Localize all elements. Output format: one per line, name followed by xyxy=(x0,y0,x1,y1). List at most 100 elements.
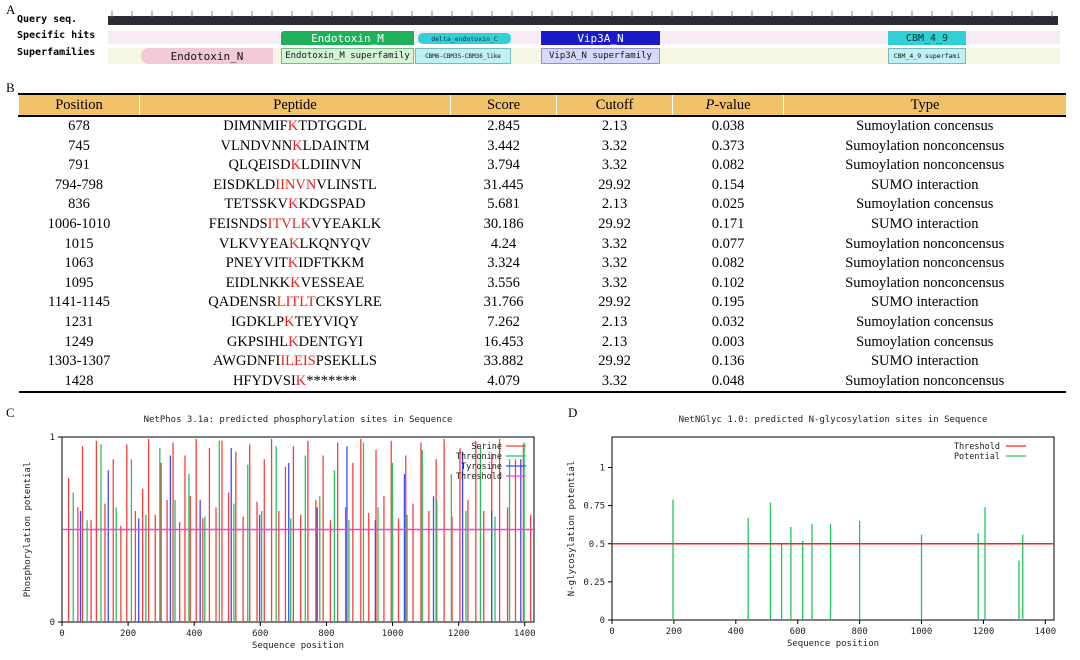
panel-label-c: C xyxy=(6,405,15,420)
peptide-highlight: K xyxy=(288,333,299,350)
cell-score: 5.681 xyxy=(487,196,520,213)
peptide-segment: CKSYLRE xyxy=(315,294,382,311)
row-label-super: Superfamilies xyxy=(17,47,96,58)
superfamily-cbm-4-9[interactable]: CBM_4_9 superfami xyxy=(888,48,966,64)
sumoylation-table: Position Peptide Score Cutoff P-value Ty… xyxy=(18,93,1067,394)
col-cutoff: Cutoff xyxy=(556,93,673,117)
peptide-segment: GKPSIHL xyxy=(226,333,289,350)
cell-position: 791 xyxy=(68,157,90,174)
cell-score: 7.262 xyxy=(487,313,520,330)
cell-pvalue: 0.082 xyxy=(711,157,745,174)
peptide-segment: QADENSR xyxy=(208,294,277,311)
cell-position: 794-798 xyxy=(54,176,104,193)
cell-type: Sumoylation nonconcensus xyxy=(845,157,1005,174)
cell-pvalue: 0.102 xyxy=(711,274,745,291)
col-score: Score xyxy=(450,93,557,117)
x-tick-label: 1200 xyxy=(448,629,470,639)
cell-pvalue: 0.136 xyxy=(711,353,745,370)
x-tick-label: 1000 xyxy=(382,629,404,639)
y-axis-label: Phosphorylation potential xyxy=(23,462,33,597)
cell-pvalue: 0.038 xyxy=(711,118,745,134)
y-tick-label: 0.25 xyxy=(583,578,605,588)
cell-peptide: QLQEISDKLDIINVN xyxy=(140,156,451,176)
superfamily-endotoxin-m[interactable]: Endotoxin_M superfamily xyxy=(281,48,414,64)
peptide-segment: VESSEAE xyxy=(300,274,365,291)
cell-cutoff: 3.32 xyxy=(601,157,628,174)
hit-delta-endotoxin-c[interactable]: delta_endotoxin_C xyxy=(418,33,511,44)
cell-cutoff: 3.32 xyxy=(601,274,628,291)
cell-cutoff: 3.32 xyxy=(601,235,628,252)
peptide-segment: KDGSPAD xyxy=(298,196,366,213)
cell-cutoff: 29.92 xyxy=(598,294,631,311)
peptide-segment: QLQEISD xyxy=(228,157,291,174)
cell-score: 16.453 xyxy=(483,333,524,350)
cell-type: Sumoylation concensus xyxy=(856,333,994,350)
cell-type: Sumoylation nonconcensus xyxy=(783,371,1066,394)
table-row: 1428 HFYDVSIK******* 4.079 3.32 0.048 Sumoyla… xyxy=(18,371,1066,394)
cell-peptide: QADENSRLITLTCKSYLRE xyxy=(140,293,451,313)
cell-score: 2.845 xyxy=(487,118,520,134)
hit-endotoxin-m[interactable]: Endotoxin_M xyxy=(281,31,414,45)
cell-cutoff: 3.32 xyxy=(601,255,628,272)
cell-position: 1063 xyxy=(64,255,94,272)
peptide-highlight: K xyxy=(290,157,302,174)
cell-score: 3.794 xyxy=(487,157,520,174)
cell-position: 1231 xyxy=(64,313,94,330)
cell-position: 1249 xyxy=(64,333,94,350)
x-tick-label: 800 xyxy=(318,629,334,639)
x-tick-label: 0 xyxy=(59,629,64,639)
cell-pvalue: 0.373 xyxy=(711,137,745,154)
peptide-segment: TEYVIQY xyxy=(294,313,360,330)
cell-cutoff: 2.13 xyxy=(601,118,628,134)
cell-position: 1303-1307 xyxy=(47,353,111,370)
cell-peptide: TETSSKVKKDGSPAD xyxy=(140,195,451,215)
peptide-segment: PNEYVIT xyxy=(225,255,288,272)
peptide-highlight: K xyxy=(288,235,300,252)
cell-type: Sumoylation concensus xyxy=(856,196,994,213)
cell-type: Sumoylation concensus xyxy=(856,313,994,330)
peptide-segment: TDTGGDL xyxy=(298,118,367,134)
peptide-highlight: LITLT xyxy=(276,294,316,311)
cell-type: SUMO interaction xyxy=(870,176,979,193)
y-tick-label: 0 xyxy=(600,616,605,626)
table-row: 1063 PNEYVITKIDFTKKM 3.324 3.32 0.082 Sumoyla… xyxy=(19,254,1067,274)
hit-cbm-4-9[interactable]: CBM_4_9 xyxy=(888,31,966,45)
legend-label: Serine xyxy=(471,442,502,452)
peptide-segment: AWGDNFI xyxy=(213,353,281,370)
col-pvalue: P-value xyxy=(672,93,784,117)
netphos-svg: NetPhos 3.1a: predicted phosphorylation … xyxy=(23,415,536,651)
panel-label-a: A xyxy=(6,2,16,17)
cell-cutoff: 3.32 xyxy=(601,137,628,154)
peptide-segment: VLKVYEA xyxy=(218,235,289,252)
cell-score: 3.442 xyxy=(487,137,520,154)
superfamily-endotoxin-n[interactable]: Endotoxin_N xyxy=(141,48,273,64)
cell-peptide: FEISNDSITVLKVYEAKLK xyxy=(140,215,451,235)
superfamily-cbm6[interactable]: CBM6-CBM35-CBM36_like xyxy=(415,48,511,64)
table-header-row: Position Peptide Score Cutoff P-value Ty… xyxy=(18,93,1066,117)
peptide-segment: EIDLNKK xyxy=(225,274,291,291)
table-row: 1303-1307 AWGDNFIILEISPSEKLLS 33.882 29.92 0… xyxy=(19,352,1067,372)
peptide-highlight: K xyxy=(287,255,299,272)
cell-pvalue: 0.048 xyxy=(672,371,784,394)
hit-vip3a-n[interactable]: Vip3A_N xyxy=(541,31,660,45)
cell-peptide: HFYDVSIK******* xyxy=(139,371,451,394)
peptide-segment: VLINSTL xyxy=(316,176,377,193)
x-tick-label: 600 xyxy=(252,629,268,639)
peptide-highlight: K xyxy=(284,313,295,330)
netnglyc-chart: NetNGlyc 1.0: predicted N-glycosylation … xyxy=(562,410,1072,656)
cell-pvalue: 0.032 xyxy=(711,313,745,330)
superfamily-vip3a-n[interactable]: Vip3A_N superfamily xyxy=(541,48,660,64)
cell-peptide: VLKVYEAKLKQNYQV xyxy=(140,235,451,255)
cell-score: 30.186 xyxy=(483,215,524,232)
netnglyc-svg: NetNGlyc 1.0: predicted N-glycosylation … xyxy=(567,415,1056,649)
row-label-specific: Specific hits xyxy=(17,30,96,41)
peptide-highlight: ITVLK xyxy=(267,215,312,232)
query-ticks xyxy=(111,11,1053,17)
table-row: 1015 VLKVYEAKLKQNYQV 4.24 3.32 0.077 Sumoylat… xyxy=(19,235,1067,255)
legend-label: Threonine xyxy=(456,452,502,462)
cell-score: 3.324 xyxy=(487,255,520,272)
peptide-highlight: IINVN xyxy=(275,176,317,193)
cell-peptide: GKPSIHLKDENTGYI xyxy=(140,333,451,353)
cell-score: 3.556 xyxy=(487,274,520,291)
y-tick-label: 0.5 xyxy=(589,540,605,550)
